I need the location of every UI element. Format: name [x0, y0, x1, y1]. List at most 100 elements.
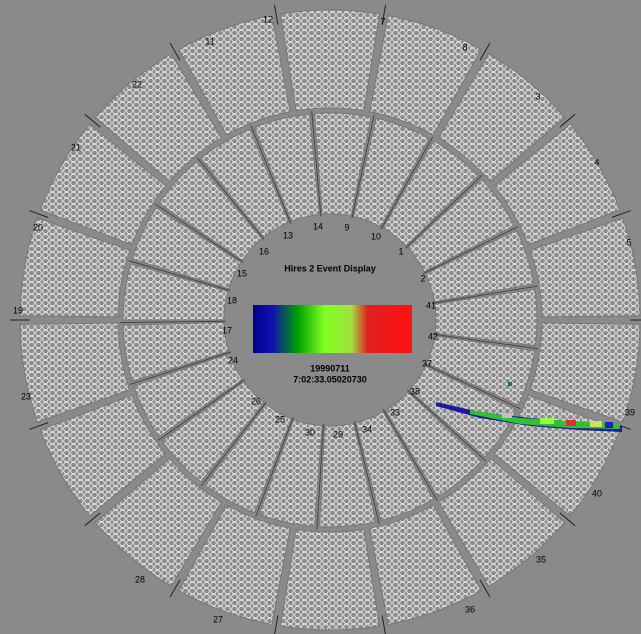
mirror-label: 14	[313, 221, 323, 231]
mirror-label: 1	[398, 246, 403, 256]
mirror-divider	[274, 615, 279, 634]
mirror-label: 12	[263, 14, 273, 24]
mirror-label: 20	[33, 222, 43, 232]
mirror	[529, 217, 641, 318]
mirror-label: 13	[283, 230, 293, 240]
mirror	[434, 288, 538, 347]
mirror-divider	[381, 615, 386, 634]
color-scale	[253, 305, 412, 353]
display-title: Hires 2 Event Display	[284, 263, 376, 273]
mirror-label: 30	[305, 427, 315, 437]
mirror-label: 33	[390, 407, 400, 417]
mirror-divider	[29, 210, 49, 218]
mirror	[437, 53, 566, 183]
mirror-label: 29	[333, 429, 343, 439]
mirror-divider	[479, 42, 491, 61]
mirror	[493, 123, 621, 246]
mirror-label: 5	[626, 237, 631, 247]
mirror	[313, 112, 372, 217]
mirror	[319, 422, 377, 528]
mirror-label: 22	[132, 79, 142, 89]
mirror-divider	[29, 422, 49, 430]
mirror-divider	[84, 512, 101, 527]
mirror-divider	[273, 4, 279, 25]
mirror-label: 41	[426, 300, 436, 310]
mirror-divider	[405, 174, 483, 249]
mirror-divider	[559, 113, 576, 128]
mirror-label: 16	[259, 246, 269, 256]
mirror	[131, 206, 242, 290]
event-time: 7:02:33.05020730	[293, 374, 367, 384]
mirror-label: 19	[13, 305, 23, 315]
mirror	[369, 504, 482, 626]
mirror	[178, 504, 291, 626]
mirror-divider	[353, 420, 380, 525]
mirror-divider	[316, 423, 325, 530]
mirror	[122, 263, 229, 321]
mirror-label: 40	[592, 488, 602, 498]
mirror	[279, 9, 381, 112]
mirror-label: 39	[625, 407, 635, 417]
mirror	[178, 14, 291, 136]
mirror-divider	[200, 401, 267, 487]
mirror-divider	[311, 110, 322, 217]
mirror	[279, 528, 381, 631]
mirror-label: 37	[422, 358, 432, 368]
mirror-label: 9	[344, 222, 349, 232]
mirror-divider	[351, 114, 375, 219]
mirror	[355, 411, 435, 522]
mirror-label: 4	[594, 157, 599, 167]
mirror-divider	[432, 333, 539, 350]
mirror-label: 38	[410, 386, 420, 396]
mirror	[382, 140, 479, 247]
mirror-label: 34	[362, 424, 372, 434]
mirror-label: 18	[227, 295, 237, 305]
mirror	[39, 394, 167, 517]
mirror-label: 10	[371, 231, 381, 241]
event-track	[436, 382, 622, 432]
mirror	[122, 322, 230, 382]
mirror-label: 2	[420, 273, 425, 283]
mirror-label: 28	[135, 574, 145, 584]
mirror-divider	[422, 226, 519, 275]
mirror-divider	[169, 579, 181, 598]
mirror	[161, 381, 265, 483]
mirror-label: 3	[535, 91, 540, 101]
mirror-divider	[380, 136, 434, 230]
mirror-label: 7	[380, 16, 385, 26]
mirror-divider	[154, 203, 244, 263]
mirror	[133, 353, 244, 438]
mirror-label: 26	[251, 396, 261, 406]
mirror-divider	[157, 379, 246, 441]
mirror	[204, 403, 292, 514]
mirror-divider	[84, 113, 101, 128]
mirror-label: 8	[462, 42, 467, 52]
mirror-label: 42	[428, 331, 438, 341]
mirror-label: 21	[71, 142, 81, 152]
mirror-label: 35	[536, 554, 546, 564]
mirror	[158, 160, 263, 262]
mirror-divider	[129, 351, 232, 385]
mirror-rings	[10, 4, 641, 634]
mirror	[253, 113, 321, 222]
mirror	[406, 178, 515, 273]
mirror	[39, 123, 167, 246]
mirror	[19, 217, 131, 318]
mirror-label: 17	[222, 325, 232, 335]
mirror	[384, 391, 483, 498]
mirror-divider	[381, 4, 387, 25]
mirror-label: 25	[275, 414, 285, 424]
mirror	[352, 117, 430, 228]
mirror	[424, 229, 535, 303]
mirror	[94, 457, 223, 587]
mirror	[94, 53, 223, 183]
mirror	[425, 335, 536, 406]
mirror-divider	[424, 363, 521, 410]
mirror-divider	[196, 157, 265, 240]
mirror-divider	[250, 125, 292, 224]
mirror-divider	[432, 285, 538, 304]
mirror-divider	[255, 417, 294, 517]
